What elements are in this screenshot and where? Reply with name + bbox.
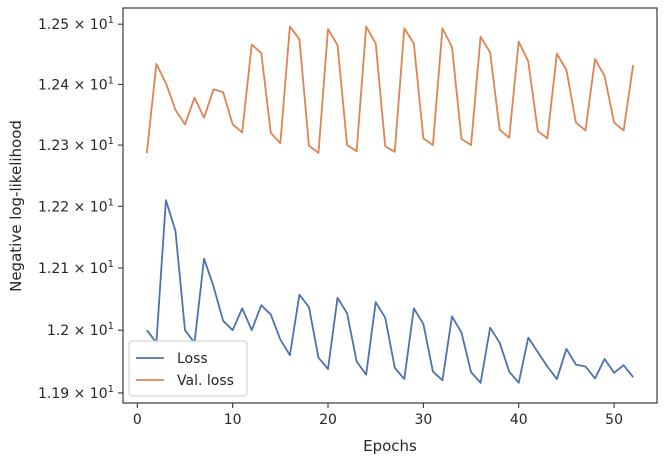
series-layer	[145, 25, 635, 384]
y-tick-label: 1.22 × 101	[38, 197, 114, 215]
x-axis-ticks: 0 10 20 30 40 50	[133, 403, 623, 428]
y-tick-label: 1.24 × 101	[38, 75, 114, 93]
legend-label-loss: Loss	[177, 351, 208, 367]
x-tick-label: 40	[510, 412, 528, 428]
x-tick-label: 50	[605, 412, 623, 428]
y-tick-label: 1.2 × 101	[47, 321, 114, 339]
legend-label-val-loss: Val. loss	[177, 373, 234, 389]
y-axis-ticks: 1.19 × 101 1.2 × 101 1.21 × 101 1.22 × 101 1…	[38, 15, 123, 402]
y-tick-label: 1.21 × 101	[38, 259, 114, 277]
y-tick-label: 1.23 × 101	[38, 136, 114, 154]
x-tick-label: 10	[224, 412, 242, 428]
x-axis-label: Epochs	[363, 437, 417, 455]
x-tick-label: 30	[414, 412, 432, 428]
y-tick-label: 1.25 × 101	[38, 15, 114, 33]
x-tick-label: 20	[319, 412, 337, 428]
y-tick-label: 1.19 × 101	[38, 384, 114, 402]
series-line-loss	[146, 199, 634, 384]
series-line-val-loss	[145, 25, 635, 154]
legend-box	[128, 340, 248, 397]
x-tick-label: 0	[133, 412, 142, 428]
y-axis-label: Negative log-likelihood	[7, 120, 25, 292]
legend: Loss Val. loss	[128, 340, 248, 397]
